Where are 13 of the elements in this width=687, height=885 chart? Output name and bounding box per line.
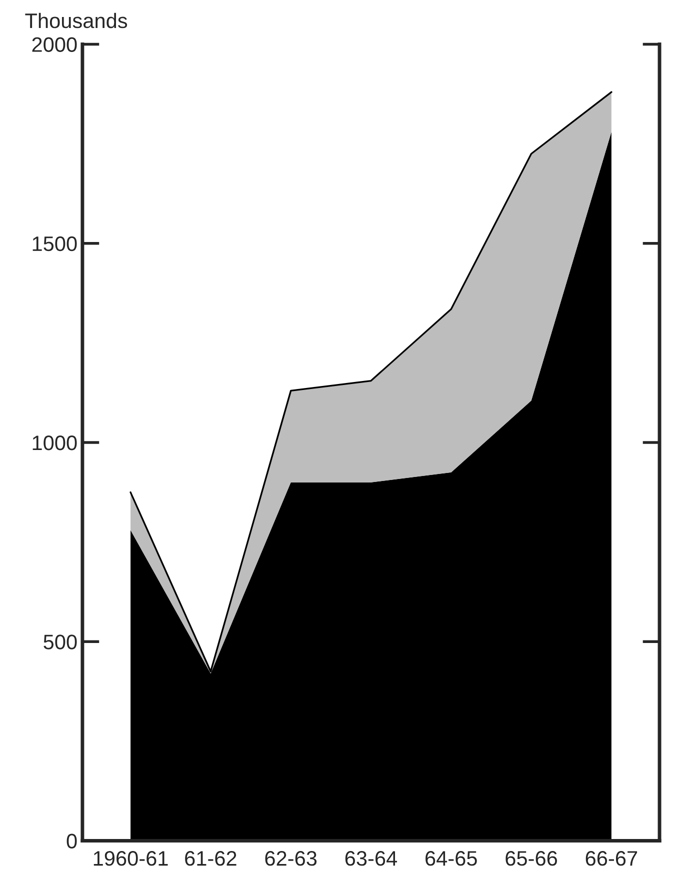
x-tick-label: 61-62 (185, 851, 236, 866)
y-axis-title: Thousands (25, 12, 128, 28)
y-tick-label: 500 (44, 634, 77, 650)
x-tick-label: 64-65 (426, 851, 477, 866)
x-tick-label: 63-64 (345, 851, 398, 866)
y-tick-label: 2000 (32, 37, 77, 52)
y-tick-label: 0 (66, 834, 77, 849)
x-tick-label: 65-66 (506, 851, 558, 866)
x-tick-label: 62-63 (265, 851, 317, 866)
x-tick-label: 1960-61 (94, 851, 168, 866)
x-tick-label: 66-67 (586, 851, 638, 866)
y-tick-label: 1000 (32, 436, 77, 450)
y-tick-label: 1500 (32, 236, 77, 252)
